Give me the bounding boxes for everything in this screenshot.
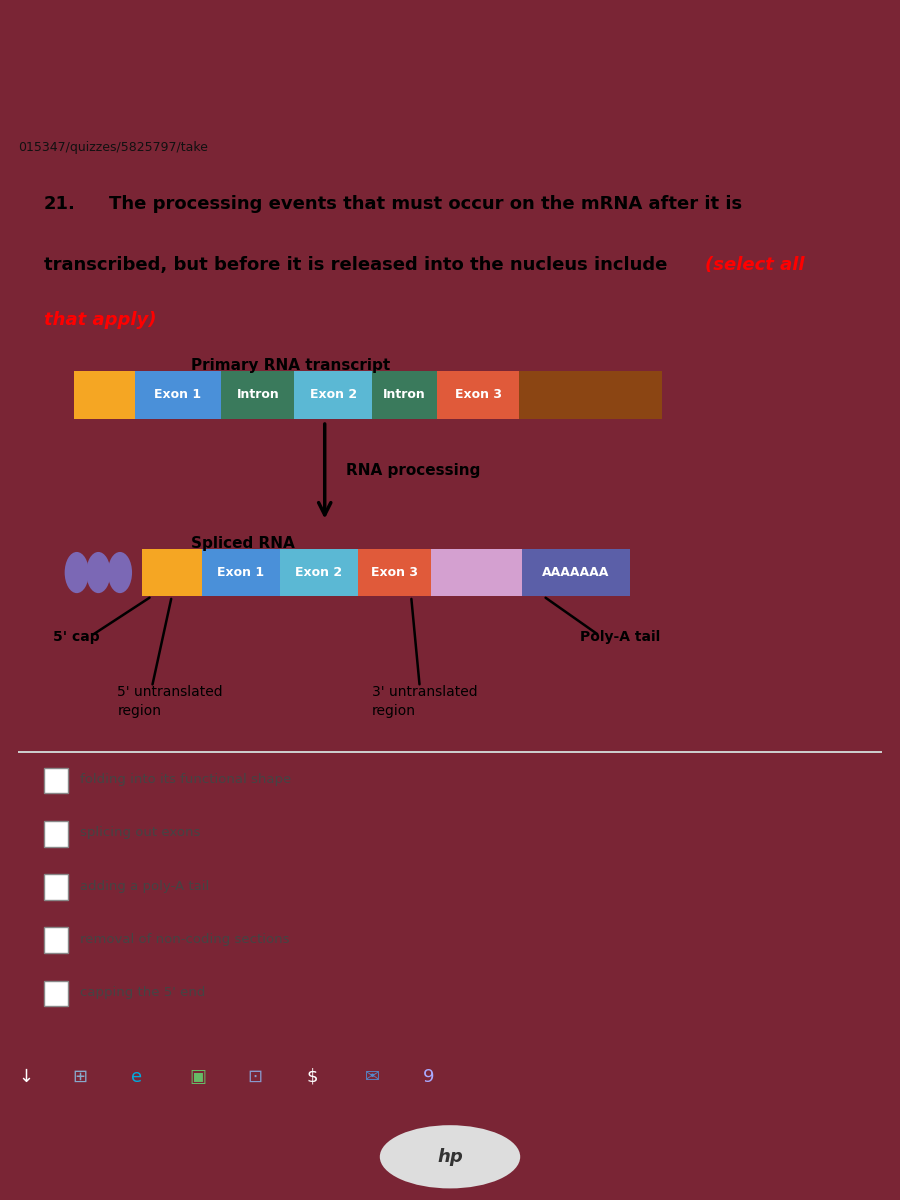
Text: 3' untranslated
region: 3' untranslated region [373, 684, 478, 718]
Text: Primary RNA transcript: Primary RNA transcript [191, 359, 390, 373]
Bar [44, 874, 68, 900]
Bar [44, 768, 68, 793]
Bar [431, 548, 522, 596]
Bar [357, 548, 431, 596]
Text: Exon 1: Exon 1 [154, 389, 202, 402]
Bar [294, 371, 373, 419]
Text: adding a poly-A tail: adding a poly-A tail [80, 880, 210, 893]
Text: Exon 2: Exon 2 [295, 566, 342, 580]
Bar [221, 371, 294, 419]
Text: ✉: ✉ [364, 1068, 380, 1086]
Text: Spliced RNA: Spliced RNA [191, 536, 294, 551]
Text: Poly-A tail: Poly-A tail [580, 630, 660, 644]
Text: capping the 5' end: capping the 5' end [80, 986, 205, 1000]
Text: 21.: 21. [44, 196, 76, 214]
Ellipse shape [86, 552, 111, 593]
Text: Intron: Intron [237, 389, 279, 402]
Text: folding into its functional shape: folding into its functional shape [80, 773, 292, 786]
Bar [44, 928, 68, 953]
Text: ⊡: ⊡ [248, 1068, 263, 1086]
Bar [437, 371, 519, 419]
Text: Exon 3: Exon 3 [371, 566, 418, 580]
Text: that apply): that apply) [44, 311, 157, 329]
Bar [44, 821, 68, 847]
Text: e: e [130, 1068, 141, 1086]
Text: transcribed, but before it is released into the nucleus include: transcribed, but before it is released i… [44, 256, 673, 274]
Ellipse shape [380, 1126, 520, 1188]
Bar [280, 548, 357, 596]
Ellipse shape [65, 552, 89, 593]
Text: 9: 9 [423, 1068, 435, 1086]
Bar [141, 548, 202, 596]
Bar [522, 548, 630, 596]
Text: ▣: ▣ [189, 1068, 206, 1086]
Bar [202, 548, 280, 596]
Bar [74, 371, 135, 419]
Text: removal of non-coding sections: removal of non-coding sections [80, 932, 290, 946]
Text: RNA processing: RNA processing [346, 462, 481, 478]
Text: AAAAAAA: AAAAAAA [542, 566, 609, 580]
Text: 015347/quizzes/5825797/take: 015347/quizzes/5825797/take [18, 142, 208, 154]
Text: splicing out exons: splicing out exons [80, 827, 201, 840]
Bar [18, 751, 882, 754]
Bar [135, 371, 221, 419]
Text: (select all: (select all [705, 256, 805, 274]
Bar [44, 980, 68, 1007]
Ellipse shape [108, 552, 132, 593]
Bar [373, 371, 437, 419]
Text: hp: hp [437, 1147, 463, 1166]
Text: Exon 2: Exon 2 [310, 389, 357, 402]
Text: Exon 1: Exon 1 [217, 566, 265, 580]
Text: $: $ [306, 1068, 318, 1086]
Text: Intron: Intron [383, 389, 426, 402]
Text: Exon 3: Exon 3 [454, 389, 501, 402]
Text: ⊞: ⊞ [72, 1068, 87, 1086]
Text: 5' cap: 5' cap [52, 630, 99, 644]
Text: The processing events that must occur on the mRNA after it is: The processing events that must occur on… [109, 196, 742, 214]
Text: 5' untranslated
region: 5' untranslated region [117, 684, 223, 718]
Text: ↓: ↓ [18, 1068, 33, 1086]
Bar [519, 371, 662, 419]
